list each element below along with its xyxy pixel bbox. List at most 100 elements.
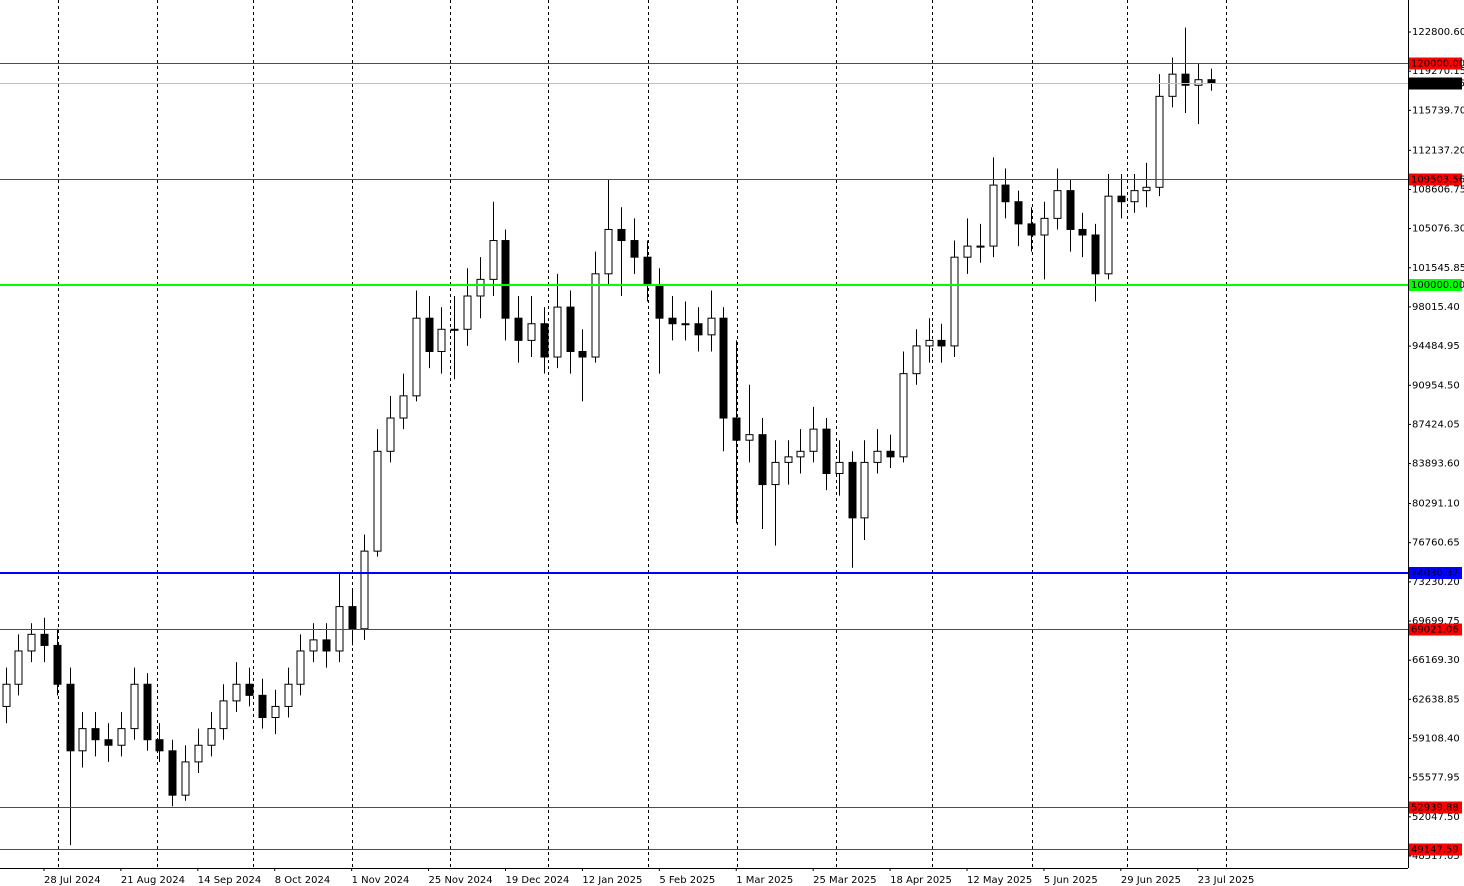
candle-body bbox=[476, 278, 485, 297]
candle-body bbox=[604, 228, 613, 275]
candle-body bbox=[373, 450, 382, 552]
level-label: 52939.88 bbox=[1411, 803, 1459, 814]
candle-body bbox=[1104, 195, 1113, 275]
level-label-box bbox=[1409, 801, 1462, 814]
candle-body bbox=[450, 328, 459, 331]
candle-body bbox=[437, 328, 446, 352]
candle-body bbox=[1001, 184, 1010, 203]
level-label-box bbox=[1409, 173, 1462, 186]
candle-body bbox=[937, 339, 946, 347]
y-tick-label: 83893.60 bbox=[1412, 459, 1460, 470]
level-label: 109503.56 bbox=[1411, 175, 1464, 186]
candle-body bbox=[719, 317, 728, 419]
candle-body bbox=[578, 350, 587, 358]
x-tick-label: 28 Jul 2024 bbox=[44, 875, 101, 886]
candle-body bbox=[540, 323, 549, 358]
candle-body bbox=[1155, 95, 1164, 188]
candle-body bbox=[758, 434, 767, 486]
candle-body bbox=[617, 228, 626, 242]
x-tick-label: 18 Apr 2025 bbox=[890, 875, 952, 886]
candle-body bbox=[14, 650, 23, 685]
candle-body bbox=[1091, 234, 1100, 275]
candle-body bbox=[91, 728, 100, 741]
plot-area bbox=[0, 0, 1408, 868]
x-tick-label: 8 Oct 2024 bbox=[275, 875, 330, 886]
candle-body bbox=[899, 373, 908, 458]
candle-body bbox=[771, 461, 780, 486]
candle-body bbox=[796, 450, 805, 458]
candle-body bbox=[566, 306, 575, 352]
candle-body bbox=[553, 306, 562, 358]
candle-body bbox=[117, 728, 126, 746]
candle-body bbox=[425, 317, 434, 352]
candle-body bbox=[143, 683, 152, 741]
y-tick-label: 69699.75 bbox=[1412, 616, 1460, 627]
candle-body bbox=[296, 650, 305, 685]
candle-body bbox=[271, 705, 280, 719]
candle-body bbox=[784, 456, 793, 463]
y-tick-label: 48517.05 bbox=[1412, 851, 1460, 862]
level-label: 118178.15 bbox=[1411, 79, 1464, 90]
y-tick-label: 73230.20 bbox=[1412, 577, 1460, 588]
candle-body bbox=[53, 644, 62, 685]
candle-body bbox=[745, 434, 754, 441]
candle-body bbox=[40, 633, 49, 646]
x-tick-label: 5 Feb 2025 bbox=[659, 875, 715, 886]
x-tick-label: 29 Jun 2025 bbox=[1121, 875, 1181, 886]
candle-body bbox=[360, 550, 369, 630]
y-tick-label: 90954.50 bbox=[1412, 380, 1460, 391]
x-tick-label: 1 Nov 2024 bbox=[352, 875, 410, 886]
x-tick-label: 23 Jul 2025 bbox=[1198, 875, 1255, 886]
candle-body bbox=[463, 295, 472, 330]
candle-body bbox=[655, 284, 664, 319]
candle-body bbox=[668, 317, 677, 325]
candle-body bbox=[886, 450, 895, 458]
level-label: 120000.00 bbox=[1411, 59, 1464, 70]
candle-body bbox=[1168, 73, 1177, 97]
candle-body bbox=[694, 323, 703, 336]
candle-body bbox=[989, 184, 998, 247]
candle-body bbox=[527, 323, 536, 341]
candle-body bbox=[78, 728, 87, 752]
candle-body bbox=[348, 606, 357, 630]
y-tick-label: 66169.30 bbox=[1412, 655, 1460, 666]
candle-body bbox=[1053, 190, 1062, 219]
candle-body bbox=[822, 428, 831, 474]
x-tick-label: 1 Mar 2025 bbox=[736, 875, 793, 886]
candle-body bbox=[309, 639, 318, 652]
candle-body bbox=[104, 739, 113, 746]
candle-body bbox=[1066, 190, 1075, 230]
y-tick-label: 105076.30 bbox=[1412, 224, 1464, 235]
level-label-box bbox=[1409, 843, 1462, 856]
y-tick-label: 108606.75 bbox=[1412, 184, 1464, 195]
level-label: 69021.06 bbox=[1411, 625, 1459, 636]
candle-body bbox=[848, 461, 857, 519]
level-label-box bbox=[1409, 567, 1462, 579]
candle-body bbox=[194, 744, 203, 763]
y-tick-label: 55577.95 bbox=[1412, 773, 1460, 784]
level-label: 74030.37 bbox=[1411, 568, 1459, 579]
candle-body bbox=[873, 450, 882, 463]
candle-body bbox=[245, 683, 254, 696]
candle-body bbox=[681, 323, 690, 326]
candle-body bbox=[1142, 186, 1151, 192]
level-label: 100000.00 bbox=[1411, 280, 1464, 291]
candle-body bbox=[155, 739, 164, 752]
candle-body bbox=[1117, 195, 1126, 203]
candle-body bbox=[399, 395, 408, 419]
candle-body bbox=[27, 633, 36, 652]
y-tick-label: 119270.15 bbox=[1412, 66, 1464, 77]
candle-body bbox=[322, 639, 331, 652]
candle-body bbox=[591, 273, 600, 358]
candle-body bbox=[1078, 228, 1087, 236]
candle-body bbox=[232, 683, 241, 702]
candle-body bbox=[809, 428, 818, 452]
x-tick-label: 21 Aug 2024 bbox=[121, 875, 185, 886]
x-tick-label: 5 Jun 2025 bbox=[1044, 875, 1098, 886]
candle-body bbox=[2, 683, 11, 707]
candle-body bbox=[1027, 223, 1036, 236]
candle-body bbox=[707, 317, 716, 336]
candle-body bbox=[181, 761, 190, 796]
candle-body bbox=[130, 683, 139, 730]
